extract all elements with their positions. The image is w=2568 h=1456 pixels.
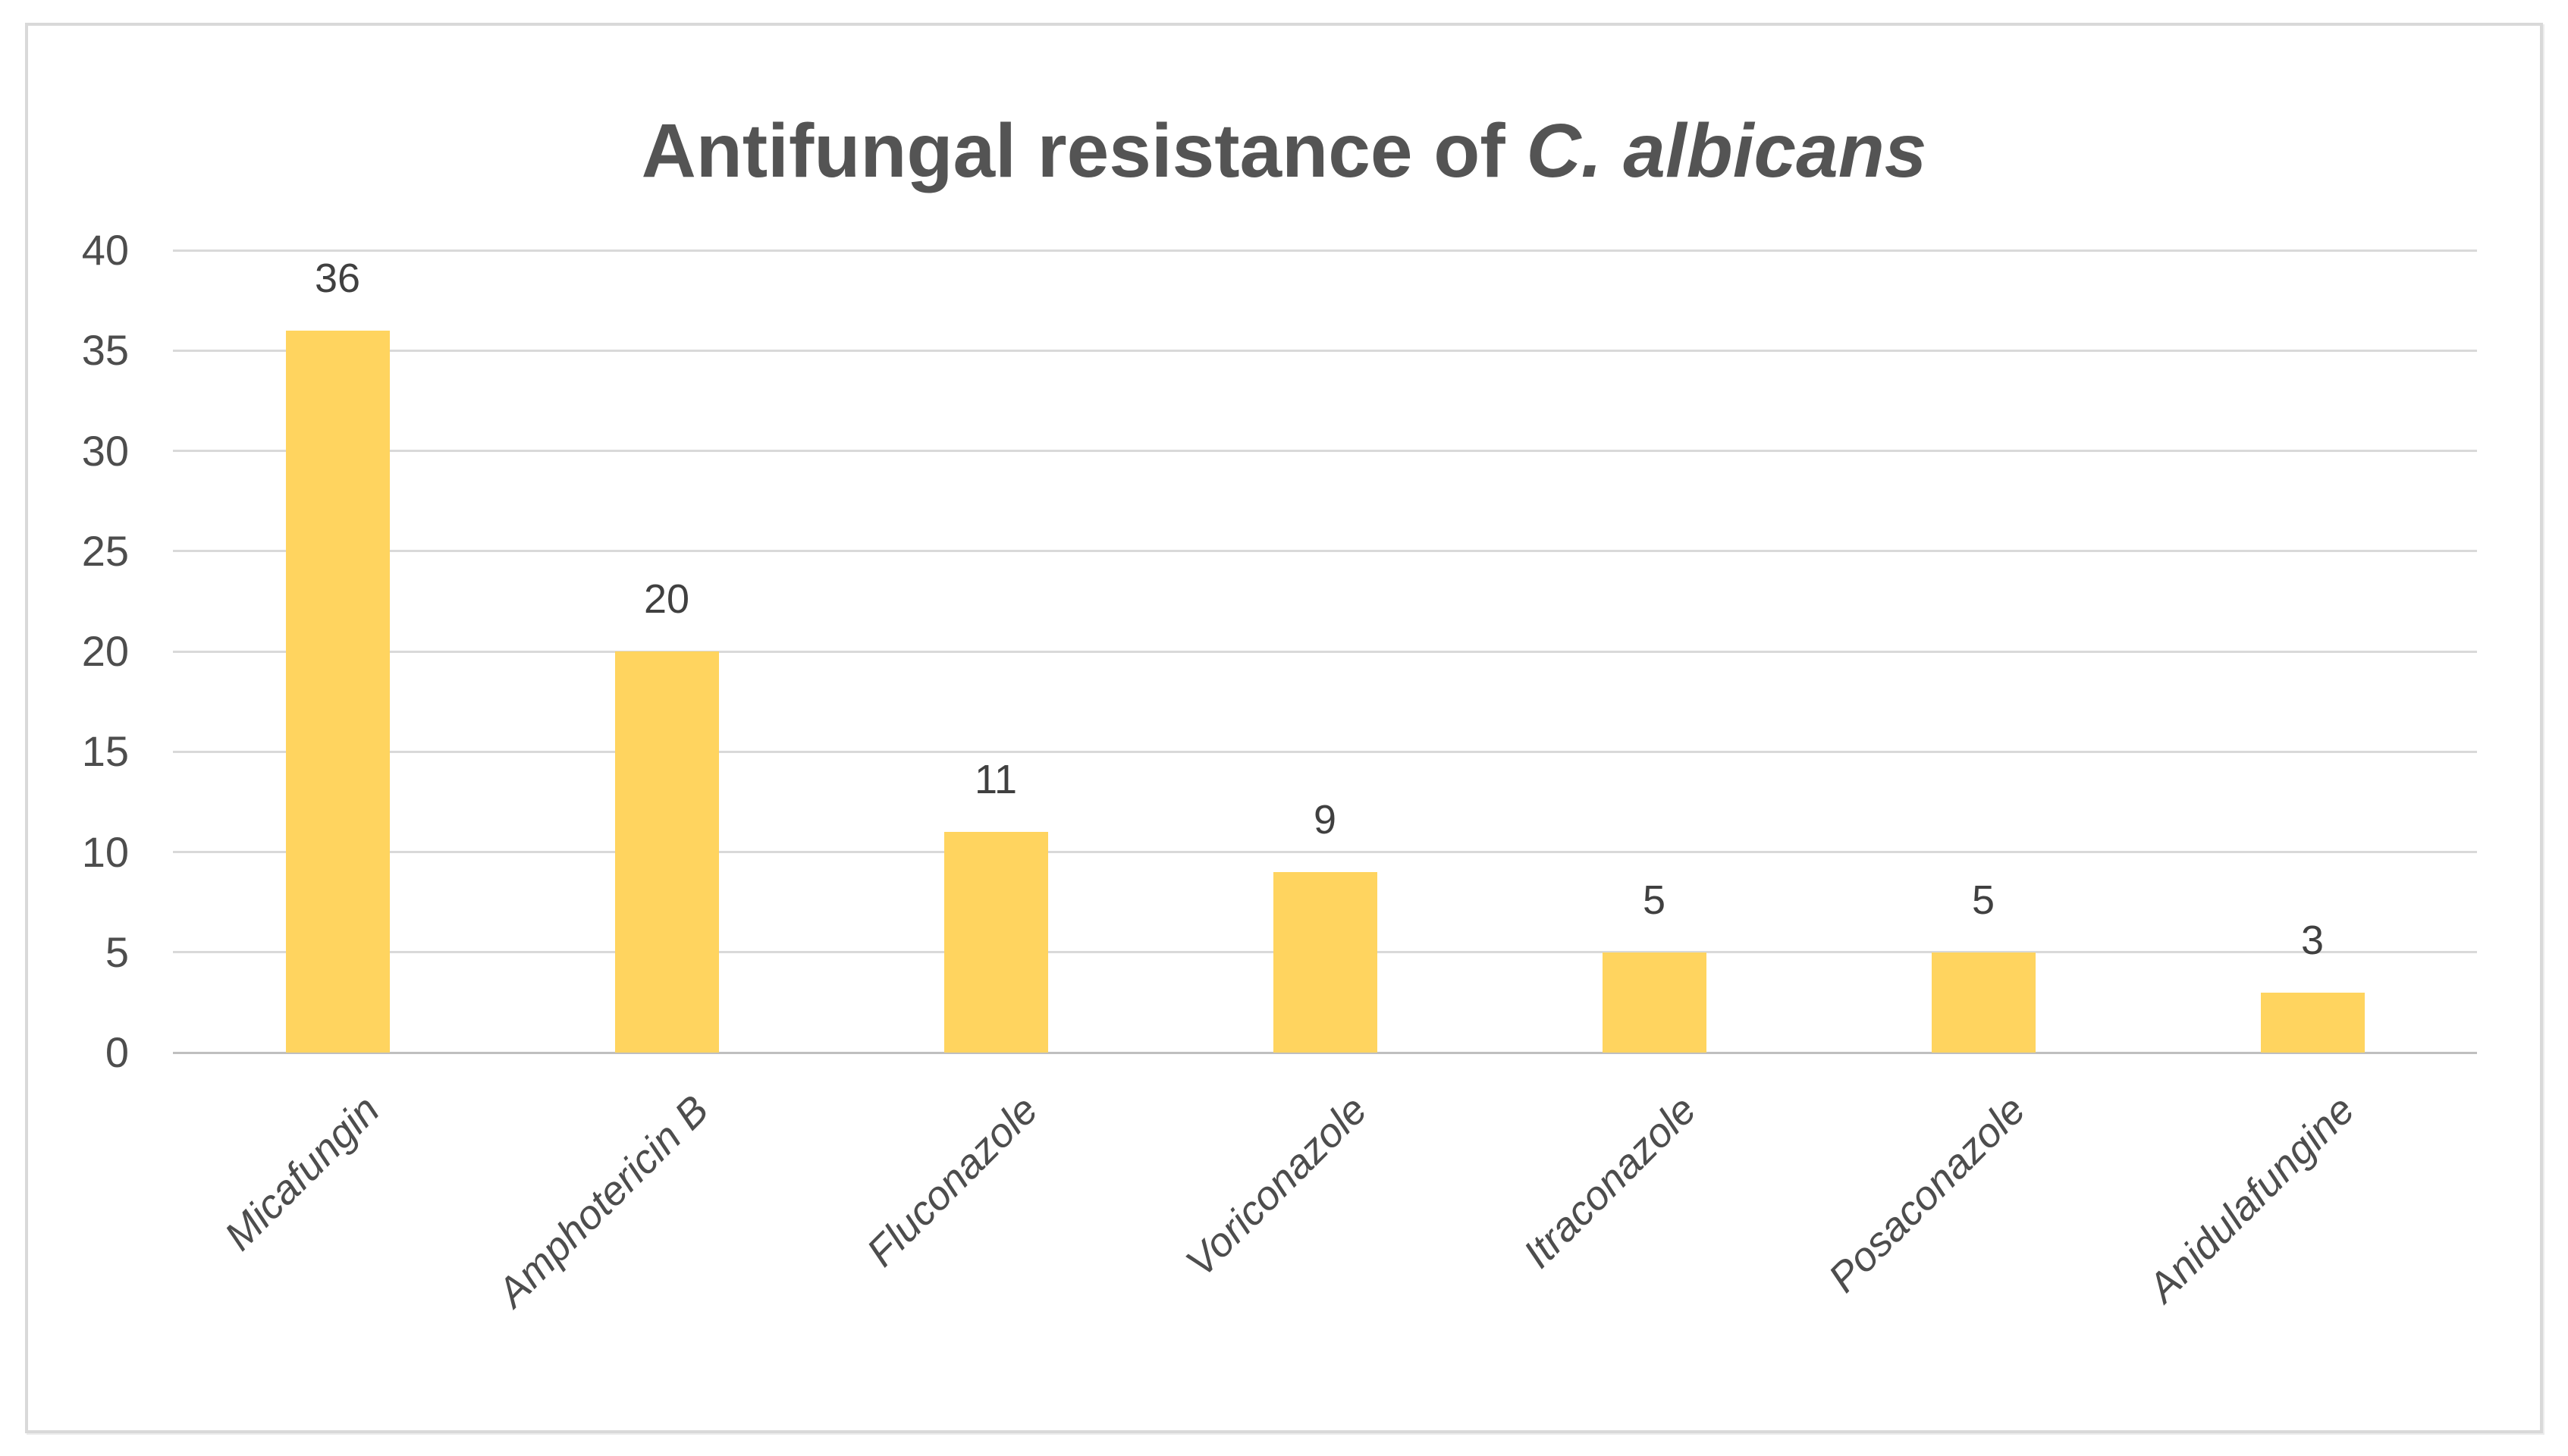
y-axis-tick-label: 15 (81, 727, 129, 776)
gridline (173, 750, 2477, 753)
bar-value-label: 5 (1642, 877, 1666, 923)
bar-value-label: 20 (643, 576, 690, 622)
x-axis-category-label: Posaconazole (1819, 1087, 2034, 1301)
x-axis-category-label: Micafungin (215, 1087, 388, 1260)
bar-micafungin (285, 330, 390, 1053)
chart-title: Antifungal resistance of C. albicans (28, 108, 2540, 195)
x-axis-line (173, 1051, 2477, 1054)
y-axis-tick-label: 5 (105, 927, 129, 976)
bar-value-label: 3 (2300, 917, 2325, 963)
bar-fluconazole (943, 832, 1048, 1053)
gridline (173, 450, 2477, 452)
bar-value-label: 36 (314, 255, 361, 301)
y-axis-tick-label: 35 (81, 326, 129, 375)
gridline (173, 851, 2477, 853)
y-axis-tick-label: 0 (105, 1028, 129, 1076)
chart-title-species-italic: C. albicans (1526, 108, 1927, 193)
gridline (173, 550, 2477, 553)
y-axis-tick-label: 10 (81, 827, 129, 876)
bar-amphotericin-b (614, 651, 719, 1053)
x-axis-category-label: Itraconazole (1515, 1087, 1705, 1277)
y-axis-tick-label: 30 (81, 426, 129, 475)
x-axis-category-label: Fluconazole (858, 1087, 1047, 1276)
bar-posaconazole (1931, 952, 2036, 1053)
bar-value-label: 11 (974, 757, 1018, 803)
gridline (173, 249, 2477, 252)
y-axis-tick-label: 20 (81, 627, 129, 675)
chart-border-frame: Antifungal resistance of C. albicans (25, 23, 2543, 1433)
x-axis-category-label: Voriconazole (1176, 1087, 1376, 1286)
gridline (173, 650, 2477, 653)
x-axis-category-label: Anidulafungine (2139, 1087, 2363, 1311)
gridline (173, 349, 2477, 352)
chart-title-text: Antifungal resistance of (641, 108, 1527, 193)
y-axis-tick-label: 25 (81, 526, 129, 575)
bar-value-label: 9 (1313, 796, 1337, 843)
bar-value-label: 5 (1971, 877, 1995, 923)
bar-itraconazole (1602, 952, 1706, 1053)
bar-voriconazole (1273, 871, 1377, 1053)
y-axis-tick-label: 40 (81, 226, 129, 274)
bar-anidulafungine (2260, 992, 2365, 1053)
x-axis-category-label: Amphotericin B (488, 1087, 717, 1316)
